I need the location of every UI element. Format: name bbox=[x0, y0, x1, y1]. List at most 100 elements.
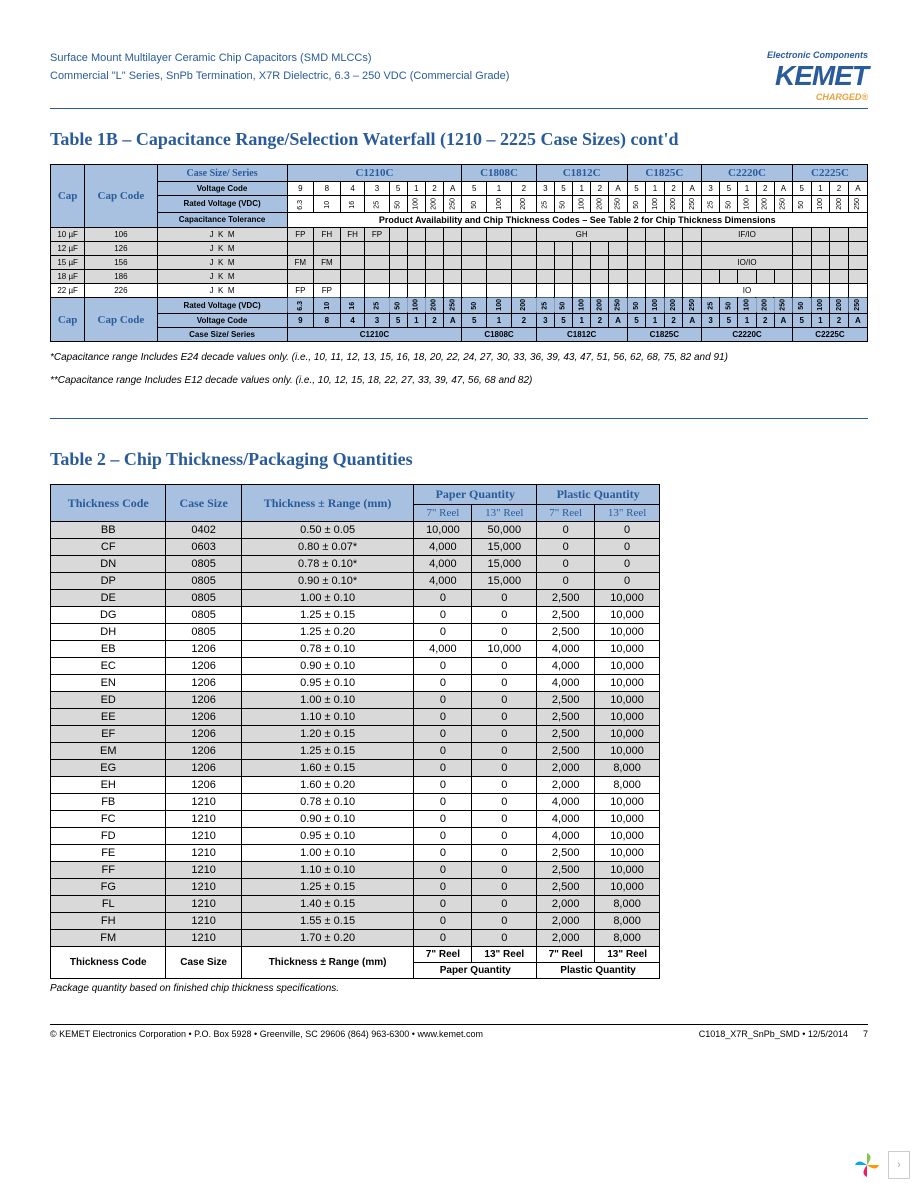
th-p13: 13" Reel bbox=[472, 505, 537, 522]
th-thickness-code: Thickness Code bbox=[51, 485, 166, 522]
rv-cell: 250 bbox=[609, 196, 627, 213]
vcode-cell: 3 bbox=[536, 182, 554, 196]
table1: Cap Cap Code Case Size/ Series C1210C C1… bbox=[50, 164, 868, 342]
tf-plastic: Plastic Quantity bbox=[537, 963, 660, 979]
next-arrow[interactable]: › bbox=[888, 1151, 910, 1179]
table2-row: EN12060.95 ± 0.10004,00010,000 bbox=[51, 675, 660, 692]
rv-cell: 25 bbox=[702, 196, 720, 213]
rv-cell: 250 bbox=[683, 297, 702, 314]
th-c2225: C2225C bbox=[792, 165, 867, 182]
rv-cell: 100 bbox=[738, 196, 756, 213]
footer-left: © KEMET Electronics Corporation • P.O. B… bbox=[50, 1029, 483, 1039]
rv-cell: 10 bbox=[314, 196, 341, 213]
rv-cell: 250 bbox=[774, 196, 792, 213]
th-rv-b: Rated Voltage (VDC) bbox=[157, 297, 287, 314]
rv-cell: 250 bbox=[444, 196, 462, 213]
th-case-series: Case Size/ Series bbox=[157, 165, 287, 182]
rv-cell: 100 bbox=[646, 196, 665, 213]
rv-cell: 100 bbox=[811, 297, 830, 314]
rv-cell: 6.3 bbox=[287, 196, 314, 213]
rv-cell: 200 bbox=[425, 196, 443, 213]
vcode-cell: 3 bbox=[365, 182, 389, 196]
th-vcode: Voltage Code bbox=[157, 182, 287, 196]
rv-cell: 200 bbox=[591, 196, 609, 213]
rv-cell: 200 bbox=[664, 196, 683, 213]
th-c1812: C1812C bbox=[536, 165, 627, 182]
vcode-cell: 5 bbox=[627, 182, 646, 196]
tf-tc: Thickness Code bbox=[51, 947, 166, 979]
vcode-cell: A bbox=[683, 314, 702, 328]
page-num: 7 bbox=[863, 1029, 868, 1039]
vcode-cell: 3 bbox=[702, 314, 720, 328]
rv-cell: 250 bbox=[774, 297, 792, 314]
tf-pl7: 7" Reel bbox=[537, 947, 595, 963]
table1-row: 22 µF226J K MFPFPIO bbox=[51, 283, 868, 297]
rv-cell: 200 bbox=[591, 297, 609, 314]
pkg-note: Package quantity based on finished chip … bbox=[50, 983, 868, 994]
vcode-cell: A bbox=[609, 314, 627, 328]
th-paper: Paper Quantity bbox=[414, 485, 537, 505]
th-rv: Rated Voltage (VDC) bbox=[157, 196, 287, 213]
vcode-cell: 8 bbox=[314, 182, 341, 196]
table1-row: 15 µF156J K MFMFMIO/IO bbox=[51, 255, 868, 269]
table2-row: FM12101.70 ± 0.20002,0008,000 bbox=[51, 930, 660, 947]
rv-cell: 200 bbox=[511, 196, 536, 213]
rv-cell: 50 bbox=[627, 196, 646, 213]
rv-cell: 50 bbox=[792, 297, 811, 314]
vcode-cell: 5 bbox=[720, 182, 738, 196]
vcode-cell: 3 bbox=[365, 314, 389, 328]
vcode-cell: 1 bbox=[573, 314, 591, 328]
vcode-cell: 5 bbox=[462, 182, 487, 196]
vcode-cell: 2 bbox=[756, 182, 774, 196]
vcode-cell: 5 bbox=[792, 314, 811, 328]
th-capcode-b: Cap Code bbox=[85, 297, 157, 342]
table2-row: CF06030.80 ± 0.07*4,00015,00000 bbox=[51, 539, 660, 556]
th-cap: Cap bbox=[51, 165, 85, 228]
vcode-cell: 9 bbox=[287, 182, 314, 196]
rv-cell: 50 bbox=[462, 196, 487, 213]
vcode-cell: 2 bbox=[664, 182, 683, 196]
rv-cell: 25 bbox=[536, 196, 554, 213]
rv-cell: 100 bbox=[738, 297, 756, 314]
tf-paper: Paper Quantity bbox=[414, 963, 537, 979]
table2-row: EE12061.10 ± 0.10002,50010,000 bbox=[51, 709, 660, 726]
table1-row: 12 µF126J K M bbox=[51, 241, 868, 255]
rv-cell: 50 bbox=[720, 297, 738, 314]
th-c1808: C1808C bbox=[462, 165, 536, 182]
rv-cell: 50 bbox=[389, 297, 407, 314]
vcode-cell: 1 bbox=[487, 314, 512, 328]
vcode-cell: 2 bbox=[511, 182, 536, 196]
table2-row: ED12061.00 ± 0.10002,50010,000 bbox=[51, 692, 660, 709]
kemet-logo: Electronic Components KEMET CHARGED® bbox=[767, 50, 868, 102]
rv-cell: 200 bbox=[830, 297, 849, 314]
table2-row: FD12100.95 ± 0.10004,00010,000 bbox=[51, 828, 660, 845]
rv-cell: 100 bbox=[407, 297, 425, 314]
rv-cell: 200 bbox=[664, 297, 683, 314]
th-vcode-b: Voltage Code bbox=[157, 314, 287, 328]
rv-cell: 100 bbox=[573, 297, 591, 314]
table1-title: Table 1B – Capacitance Range/Selection W… bbox=[50, 129, 868, 150]
table2-row: EB12060.78 ± 0.104,00010,0004,00010,000 bbox=[51, 641, 660, 658]
vcode-cell: 1 bbox=[646, 182, 665, 196]
rv-cell: 10 bbox=[314, 297, 341, 314]
vcode-cell: 5 bbox=[792, 182, 811, 196]
vcode-cell: 1 bbox=[738, 314, 756, 328]
vcode-cell: A bbox=[609, 182, 627, 196]
rv-cell: 100 bbox=[407, 196, 425, 213]
th-cap-b: Cap bbox=[51, 297, 85, 342]
rv-cell: 200 bbox=[511, 297, 536, 314]
vcode-cell: 4 bbox=[340, 182, 365, 196]
table2: Thickness Code Case Size Thickness ± Ran… bbox=[50, 484, 660, 979]
vcode-cell: 2 bbox=[591, 314, 609, 328]
vcode-cell: 1 bbox=[811, 182, 830, 196]
th-capcode: Cap Code bbox=[85, 165, 157, 228]
vcode-cell: 4 bbox=[340, 314, 365, 328]
table2-row: FB12100.78 ± 0.10004,00010,000 bbox=[51, 794, 660, 811]
table2-title: Table 2 – Chip Thickness/Packaging Quant… bbox=[50, 449, 868, 470]
vcode-cell: A bbox=[444, 182, 462, 196]
rv-cell: 50 bbox=[554, 196, 572, 213]
table2-row: DE08051.00 ± 0.10002,50010,000 bbox=[51, 590, 660, 607]
vcode-cell: 8 bbox=[314, 314, 341, 328]
rv-cell: 250 bbox=[609, 297, 627, 314]
table2-row: EG12061.60 ± 0.15002,0008,000 bbox=[51, 760, 660, 777]
